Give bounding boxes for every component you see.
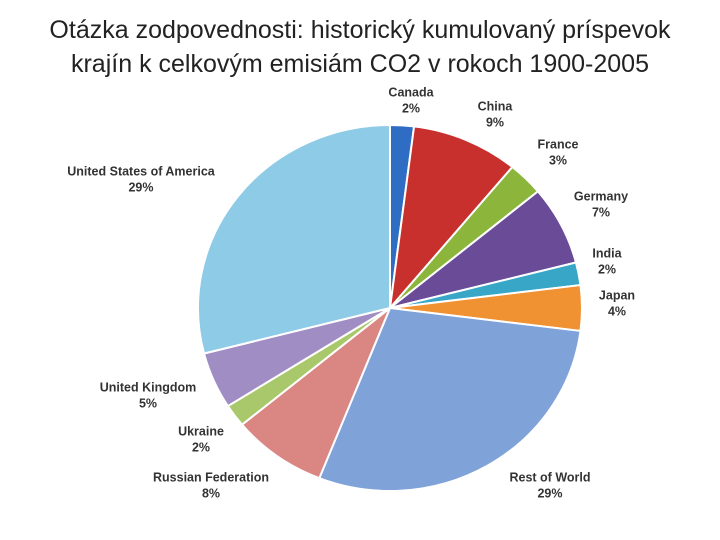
slice-value-label: 29% [128, 180, 153, 194]
pie-slice [388, 125, 514, 312]
slice-label: Germany [574, 189, 628, 203]
slice-value-label: 2% [402, 101, 420, 115]
slice-label: Rest of World [509, 470, 590, 484]
slice-value-label: 9% [486, 115, 504, 129]
chart-title: Otázka zodpovednosti: historický kumulov… [49, 16, 671, 44]
slice-label: France [538, 137, 579, 151]
slice-label: United Kingdom [100, 380, 197, 394]
slice-label: Russian Federation [153, 470, 269, 484]
slice-value-label: 7% [592, 205, 610, 219]
slice-value-label: 8% [202, 486, 220, 500]
slice-value-label: 5% [139, 396, 157, 410]
pie-slice [240, 304, 393, 480]
slice-value-label: 3% [549, 153, 567, 167]
slice-label: Ukraine [178, 424, 224, 438]
slice-label: China [478, 99, 514, 113]
slice-value-label: 2% [598, 262, 616, 276]
slice-label: Canada [388, 85, 434, 99]
slice-label: Japan [599, 288, 635, 302]
slice-value-label: 4% [608, 304, 626, 318]
pie-slice [197, 123, 391, 355]
slice-label: India [592, 246, 622, 260]
slice-label: United States of America [67, 164, 216, 178]
pie-slice [317, 306, 582, 492]
slice-value-label: 2% [192, 440, 210, 454]
chart-title: krajín k celkovým emisiám CO2 v rokoch 1… [71, 50, 649, 78]
slice-value-label: 29% [537, 486, 562, 500]
